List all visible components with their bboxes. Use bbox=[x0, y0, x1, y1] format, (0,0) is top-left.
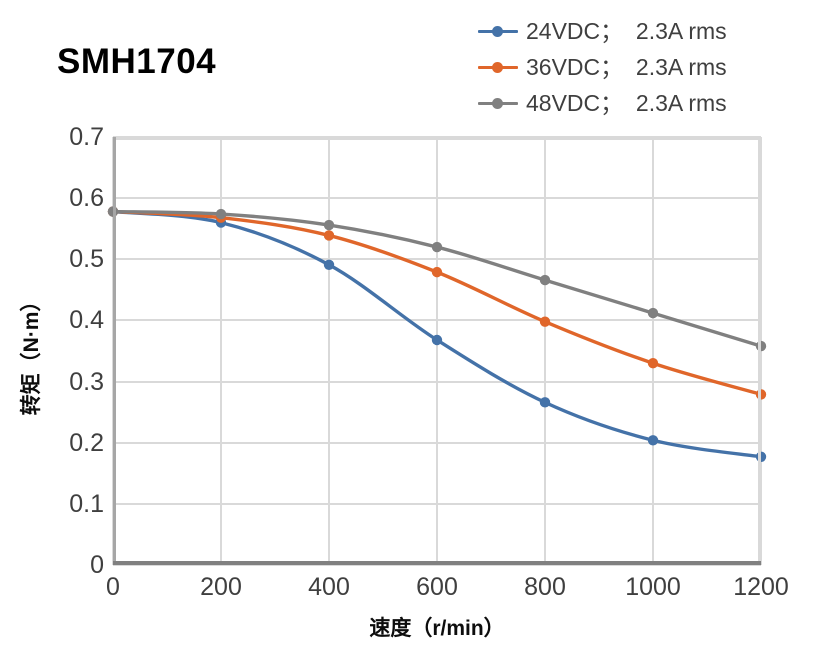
x-tick-label: 0 bbox=[106, 573, 120, 601]
x-tick-label: 1000 bbox=[625, 573, 681, 601]
x-axis-title: 速度（r/min） bbox=[369, 617, 505, 640]
data-point-marker bbox=[539, 316, 551, 327]
x-tick-label: 400 bbox=[308, 573, 350, 601]
gridline-vertical bbox=[544, 137, 546, 565]
legend-dot-48vdc bbox=[492, 98, 503, 109]
gridline-vertical bbox=[652, 137, 654, 565]
y-tick-label: 0.5 bbox=[69, 245, 104, 274]
series-2 bbox=[107, 206, 767, 400]
legend-dot-36vdc bbox=[492, 62, 503, 73]
x-axis-line bbox=[113, 561, 761, 565]
chart-legend: 24VDC； 2.3A rms 36VDC； 2.3A rms 48VDC； 2… bbox=[478, 18, 727, 116]
legend-label-24vdc: 24VDC； 2.3A rms bbox=[526, 18, 727, 44]
chart-title: SMH1704 bbox=[57, 42, 217, 81]
plot-area bbox=[107, 136, 767, 566]
data-point-marker bbox=[323, 230, 335, 241]
data-point-marker bbox=[431, 266, 443, 278]
y-tick-label: 0.6 bbox=[69, 184, 104, 213]
legend-marker-24vdc-icon bbox=[478, 25, 518, 37]
data-point-marker bbox=[539, 397, 551, 408]
x-tick-label: 1200 bbox=[733, 573, 789, 601]
data-point-marker bbox=[431, 334, 443, 346]
legend-label-48vdc: 48VDC； 2.3A rms bbox=[526, 90, 727, 116]
y-axis-line bbox=[113, 137, 116, 565]
legend-marker-36vdc-icon bbox=[478, 61, 518, 73]
x-tick-label: 200 bbox=[200, 573, 242, 601]
x-tick-label: 800 bbox=[524, 573, 566, 601]
data-point-marker bbox=[647, 307, 659, 319]
gridline-vertical bbox=[328, 137, 330, 565]
y-tick-label: 0.3 bbox=[69, 367, 104, 396]
y-tick-label: 0.4 bbox=[69, 306, 104, 335]
x-axis-tick-labels: 0 200 400 600 800 1000 1200 bbox=[106, 573, 789, 607]
y-tick-label: 0.2 bbox=[69, 428, 104, 457]
data-point-marker bbox=[431, 241, 443, 253]
data-point-marker bbox=[647, 358, 659, 369]
data-point-marker bbox=[215, 208, 227, 220]
plot-border-top bbox=[113, 137, 761, 140]
legend-item-24vdc[interactable]: 24VDC； 2.3A rms bbox=[478, 18, 727, 44]
data-point-marker bbox=[323, 219, 335, 231]
data-point-marker bbox=[323, 259, 335, 270]
legend-marker-48vdc-icon bbox=[478, 97, 518, 109]
y-tick-label: 0 bbox=[90, 551, 104, 579]
legend-label-36vdc: 36VDC； 2.3A rms bbox=[526, 54, 727, 80]
y-axis-tick-labels: 0 0.1 0.2 0.3 0.4 0.5 0.6 0.7 bbox=[38, 125, 104, 578]
legend-item-48vdc[interactable]: 48VDC； 2.3A rms bbox=[478, 90, 727, 116]
data-point-marker bbox=[539, 274, 551, 286]
series-3 bbox=[107, 206, 767, 352]
gridline-vertical bbox=[436, 137, 438, 565]
y-tick-label: 0.1 bbox=[69, 489, 104, 518]
series-line bbox=[111, 209, 763, 397]
y-axis-title: 转矩（N·m） bbox=[20, 290, 43, 416]
x-tick-label: 600 bbox=[416, 573, 458, 601]
y-tick-label: 0.7 bbox=[69, 123, 104, 151]
series-layer bbox=[107, 206, 767, 462]
series-line bbox=[111, 209, 763, 348]
gridline-vertical bbox=[220, 137, 222, 565]
plot-border-right bbox=[758, 137, 761, 565]
gridline-horizontal bbox=[113, 564, 761, 566]
data-point-marker bbox=[647, 435, 659, 446]
legend-item-36vdc[interactable]: 36VDC； 2.3A rms bbox=[478, 54, 727, 80]
legend-dot-24vdc bbox=[492, 26, 503, 37]
